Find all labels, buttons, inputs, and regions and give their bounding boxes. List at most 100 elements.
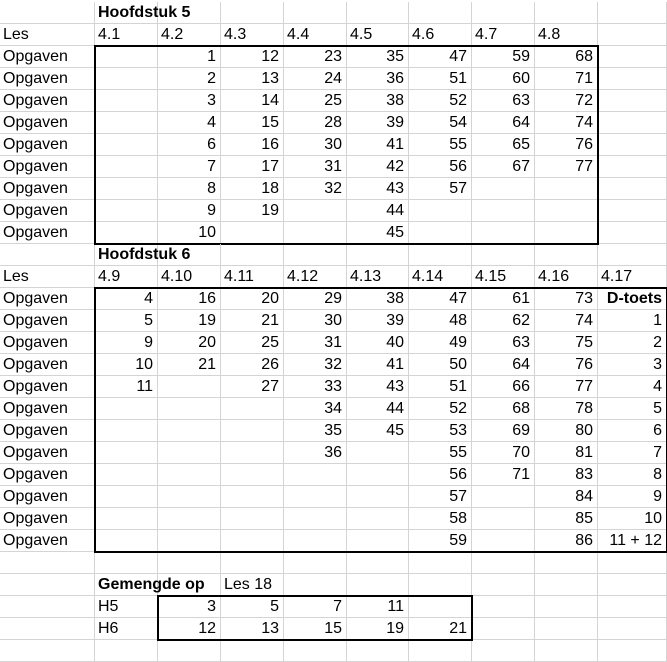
exercise-cell[interactable]: 47 xyxy=(409,288,472,310)
exercise-cell[interactable] xyxy=(472,508,535,530)
exercise-cell[interactable] xyxy=(347,442,409,464)
lesson-header[interactable]: 4.9 xyxy=(95,266,158,288)
exercise-cell[interactable]: 51 xyxy=(409,68,472,90)
exercise-cell[interactable] xyxy=(535,178,598,200)
exercise-cell[interactable]: 40 xyxy=(347,332,409,354)
exercise-cell[interactable] xyxy=(95,90,158,112)
exercise-cell[interactable]: 14 xyxy=(221,90,284,112)
exercise-cell[interactable]: 59 xyxy=(409,530,472,552)
exercise-cell[interactable] xyxy=(472,530,535,552)
lesson-header[interactable]: 4.2 xyxy=(158,24,221,46)
exercise-cell[interactable]: 38 xyxy=(347,90,409,112)
grid-cell[interactable] xyxy=(535,618,598,640)
grid-cell[interactable] xyxy=(347,552,409,574)
lesson-header[interactable]: 4.6 xyxy=(409,24,472,46)
exercise-cell[interactable]: 29 xyxy=(284,288,347,310)
exercise-cell[interactable]: 81 xyxy=(535,442,598,464)
exercise-cell[interactable]: 86 xyxy=(535,530,598,552)
exercise-cell[interactable]: 56 xyxy=(409,464,472,486)
grid-cell[interactable] xyxy=(221,244,284,266)
mixed-cell[interactable]: 11 xyxy=(347,596,409,618)
exercise-cell[interactable] xyxy=(347,530,409,552)
exercise-cell[interactable]: 16 xyxy=(158,288,221,310)
mixed-subtitle[interactable]: Les 18 xyxy=(221,574,284,596)
exercise-cell[interactable] xyxy=(95,178,158,200)
exercise-cell[interactable] xyxy=(95,200,158,222)
exercise-cell[interactable] xyxy=(95,222,158,244)
exercise-cell[interactable]: 39 xyxy=(347,112,409,134)
exercise-cell[interactable]: 32 xyxy=(284,178,347,200)
mixed-cell[interactable]: 21 xyxy=(409,618,472,640)
lesson-header[interactable]: 4.8 xyxy=(535,24,598,46)
exercise-cell[interactable]: 5 xyxy=(95,310,158,332)
exercise-cell[interactable] xyxy=(95,134,158,156)
grid-cell[interactable] xyxy=(535,552,598,574)
exercise-cell[interactable]: D-toets xyxy=(598,288,667,310)
exercise-cell[interactable]: 55 xyxy=(409,442,472,464)
exercise-cell[interactable]: 84 xyxy=(535,486,598,508)
lesson-header[interactable]: 4.4 xyxy=(284,24,347,46)
grid-cell[interactable] xyxy=(0,618,95,640)
mixed-cell[interactable]: 7 xyxy=(284,596,347,618)
grid-cell[interactable] xyxy=(598,24,667,46)
grid-cell[interactable] xyxy=(472,2,535,24)
lesson-header[interactable]: 4.7 xyxy=(472,24,535,46)
grid-cell[interactable] xyxy=(598,574,667,596)
grid-cell[interactable] xyxy=(409,244,472,266)
exercise-cell[interactable]: 26 xyxy=(221,354,284,376)
exercise-cell[interactable]: 15 xyxy=(221,112,284,134)
les-label[interactable]: Les xyxy=(0,24,95,46)
exercise-cell[interactable]: 39 xyxy=(347,310,409,332)
exercise-cell[interactable]: 30 xyxy=(284,310,347,332)
grid-cell[interactable] xyxy=(0,552,95,574)
exercise-cell[interactable]: 58 xyxy=(409,508,472,530)
les-label[interactable]: Les xyxy=(0,266,95,288)
grid-cell[interactable] xyxy=(598,222,667,244)
exercise-cell[interactable]: 8 xyxy=(158,178,221,200)
exercise-cell[interactable]: 32 xyxy=(284,354,347,376)
grid-cell[interactable] xyxy=(535,2,598,24)
exercise-cell[interactable]: 47 xyxy=(409,46,472,68)
row-label[interactable]: Opgaven xyxy=(0,90,95,112)
mixed-cell[interactable]: 13 xyxy=(221,618,284,640)
exercise-cell[interactable]: 67 xyxy=(472,156,535,178)
exercise-cell[interactable]: 77 xyxy=(535,156,598,178)
grid-cell[interactable] xyxy=(598,46,667,68)
exercise-cell[interactable]: 72 xyxy=(535,90,598,112)
grid-cell[interactable] xyxy=(598,68,667,90)
mixed-row-label[interactable]: H6 xyxy=(95,618,158,640)
exercise-cell[interactable] xyxy=(95,442,158,464)
exercise-cell[interactable] xyxy=(535,200,598,222)
grid-cell[interactable] xyxy=(221,2,284,24)
exercise-cell[interactable]: 25 xyxy=(284,90,347,112)
row-label[interactable]: Opgaven xyxy=(0,508,95,530)
exercise-cell[interactable]: 57 xyxy=(409,486,472,508)
exercise-cell[interactable]: 34 xyxy=(284,398,347,420)
exercise-cell[interactable]: 63 xyxy=(472,332,535,354)
exercise-cell[interactable]: 33 xyxy=(284,376,347,398)
exercise-cell[interactable] xyxy=(221,222,284,244)
lesson-header[interactable]: 4.16 xyxy=(535,266,598,288)
exercise-cell[interactable]: 24 xyxy=(284,68,347,90)
exercise-cell[interactable] xyxy=(284,508,347,530)
grid-cell[interactable] xyxy=(472,244,535,266)
lesson-header[interactable]: 4.5 xyxy=(347,24,409,46)
exercise-cell[interactable]: 36 xyxy=(284,442,347,464)
exercise-cell[interactable] xyxy=(95,530,158,552)
mixed-cell[interactable]: 19 xyxy=(347,618,409,640)
exercise-cell[interactable]: 31 xyxy=(284,332,347,354)
exercise-cell[interactable]: 66 xyxy=(472,376,535,398)
grid-cell[interactable] xyxy=(472,574,535,596)
row-label[interactable]: Opgaven xyxy=(0,486,95,508)
exercise-cell[interactable] xyxy=(158,486,221,508)
lesson-header[interactable]: 4.13 xyxy=(347,266,409,288)
exercise-cell[interactable]: 80 xyxy=(535,420,598,442)
exercise-cell[interactable]: 27 xyxy=(221,376,284,398)
exercise-cell[interactable]: 6 xyxy=(158,134,221,156)
grid-cell[interactable] xyxy=(221,552,284,574)
exercise-cell[interactable]: 54 xyxy=(409,112,472,134)
exercise-cell[interactable] xyxy=(409,200,472,222)
exercise-cell[interactable]: 41 xyxy=(347,134,409,156)
exercise-cell[interactable]: 25 xyxy=(221,332,284,354)
exercise-cell[interactable]: 77 xyxy=(535,376,598,398)
